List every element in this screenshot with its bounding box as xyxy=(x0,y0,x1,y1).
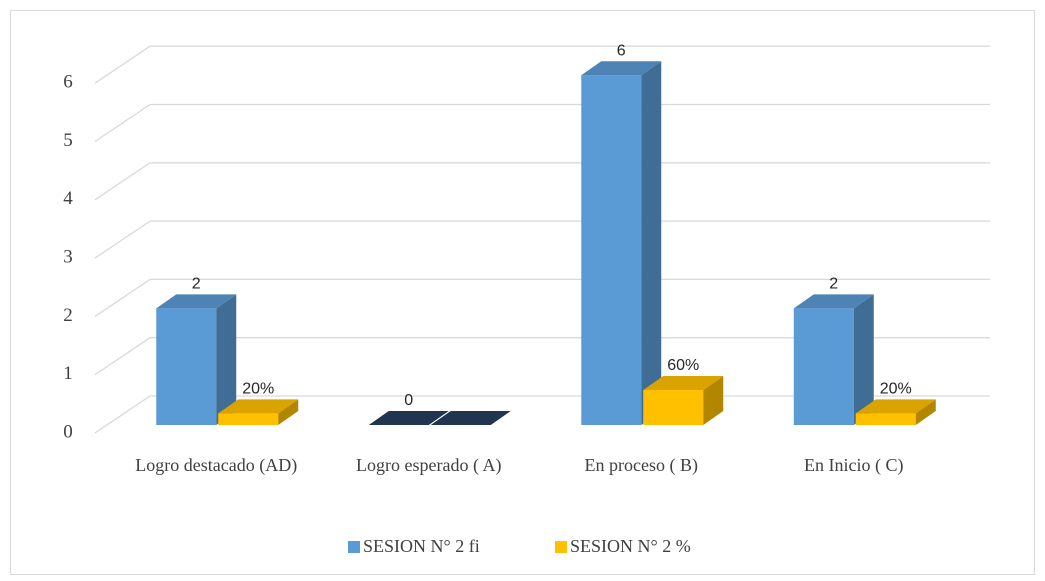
bar-side xyxy=(915,399,936,425)
bar-side xyxy=(278,399,299,425)
grid-line xyxy=(94,45,990,84)
data-label: 6 xyxy=(617,42,626,59)
bar-top xyxy=(156,294,237,309)
chart-border xyxy=(10,10,1035,575)
grid-line xyxy=(94,103,990,143)
y-tick-label: 3 xyxy=(63,246,73,267)
bar-front xyxy=(156,308,217,425)
bar-front xyxy=(218,413,279,425)
data-label: 2 xyxy=(829,276,838,293)
grid-line xyxy=(94,337,990,376)
data-label: 0 xyxy=(404,392,413,409)
x-tick-label: En Inicio ( C) xyxy=(804,455,904,475)
y-tick-label: 0 xyxy=(63,421,73,442)
y-tick-label: 6 xyxy=(63,72,73,93)
x-tick-label: Logro esperado ( A) xyxy=(356,455,502,475)
bar xyxy=(368,411,449,425)
bar xyxy=(855,399,936,425)
bar-front xyxy=(643,390,704,425)
bar-side xyxy=(703,376,724,425)
grid-line xyxy=(94,220,990,259)
bar-top xyxy=(581,61,662,76)
legend-swatch xyxy=(555,541,567,553)
y-tick-label: 4 xyxy=(63,188,73,209)
bar xyxy=(793,294,874,425)
y-tick-label: 1 xyxy=(63,363,73,384)
bar-side xyxy=(216,294,237,425)
bar xyxy=(581,61,662,425)
bar-side xyxy=(853,294,874,425)
bar-front xyxy=(855,413,916,425)
bar xyxy=(156,294,237,425)
y-tick-label: 2 xyxy=(63,305,73,326)
grid-line xyxy=(94,278,990,317)
bar-top xyxy=(368,411,449,425)
bar-side xyxy=(641,61,662,425)
x-tick-label: En proceso ( B) xyxy=(584,455,698,475)
data-label: 2 xyxy=(192,276,201,293)
bar-top xyxy=(218,399,299,414)
legend-label: SESION N° 2 % xyxy=(570,536,691,556)
bar-top xyxy=(855,399,936,414)
data-label: 60% xyxy=(667,357,699,374)
data-label: 20% xyxy=(880,381,912,398)
bar-front xyxy=(793,308,854,425)
bar xyxy=(430,411,511,425)
legend-label: SESION N° 2 fi xyxy=(363,536,480,556)
bar-top xyxy=(430,411,511,425)
bar-top xyxy=(793,294,874,309)
y-tick-label: 5 xyxy=(63,130,73,151)
bar xyxy=(643,376,724,425)
grid-line xyxy=(94,162,990,201)
bar xyxy=(218,399,299,425)
bar-front xyxy=(581,75,642,425)
x-tick-label: Logro destacado (AD) xyxy=(135,455,298,475)
legend-swatch xyxy=(348,541,360,553)
data-label: 20% xyxy=(242,381,274,398)
bar-top xyxy=(643,376,724,391)
